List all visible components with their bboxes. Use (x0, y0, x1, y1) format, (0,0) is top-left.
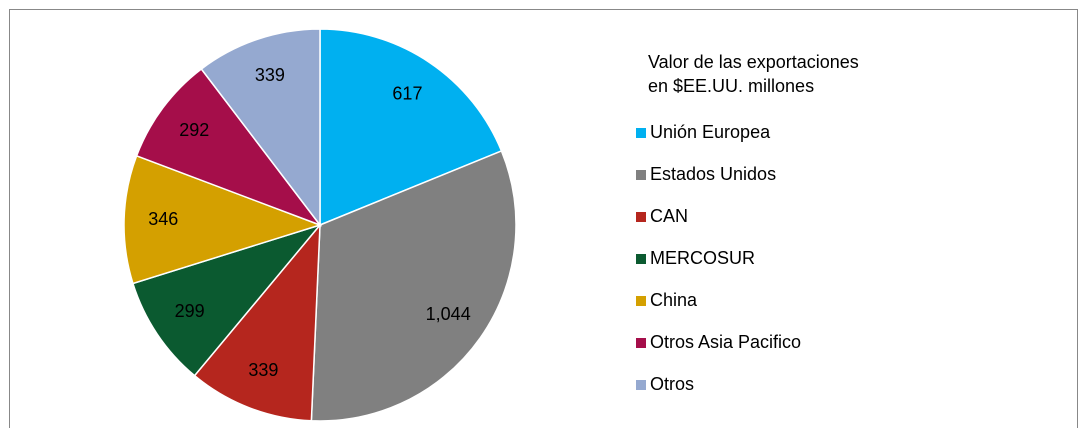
legend-swatch (636, 380, 646, 390)
data-label: 299 (175, 301, 205, 321)
chart-frame (9, 9, 1078, 428)
pie-slice (319, 28, 503, 227)
data-label: 1,044 (426, 304, 471, 324)
pie-slice (123, 154, 323, 285)
pie-slice (131, 223, 323, 377)
data-label: 292 (179, 120, 209, 140)
legend-label: MERCOSUR (650, 248, 755, 268)
data-label: 339 (255, 65, 285, 85)
data-label: 339 (248, 360, 278, 380)
legend-swatch (636, 128, 646, 138)
legend-swatch (636, 338, 646, 348)
legend-label: Otros Asia Pacifico (650, 332, 801, 352)
pie-slice (200, 28, 321, 228)
legend-label: China (650, 290, 698, 310)
legend-swatch (636, 296, 646, 306)
pie-slice (135, 67, 323, 227)
legend-swatch (636, 254, 646, 264)
pie-slice (310, 149, 517, 422)
legend-label: CAN (650, 206, 688, 226)
legend-label: Unión Europea (650, 122, 771, 142)
legend-title: Valor de las exportaciones en $EE.UU. mi… (648, 52, 859, 96)
pie-slice (193, 222, 321, 422)
data-label: 346 (148, 209, 178, 229)
legend-swatch (636, 170, 646, 180)
legend-swatch (636, 212, 646, 222)
data-label: 617 (392, 84, 422, 104)
legend-label: Otros (650, 374, 694, 394)
legend-label: Estados Unidos (650, 164, 776, 184)
